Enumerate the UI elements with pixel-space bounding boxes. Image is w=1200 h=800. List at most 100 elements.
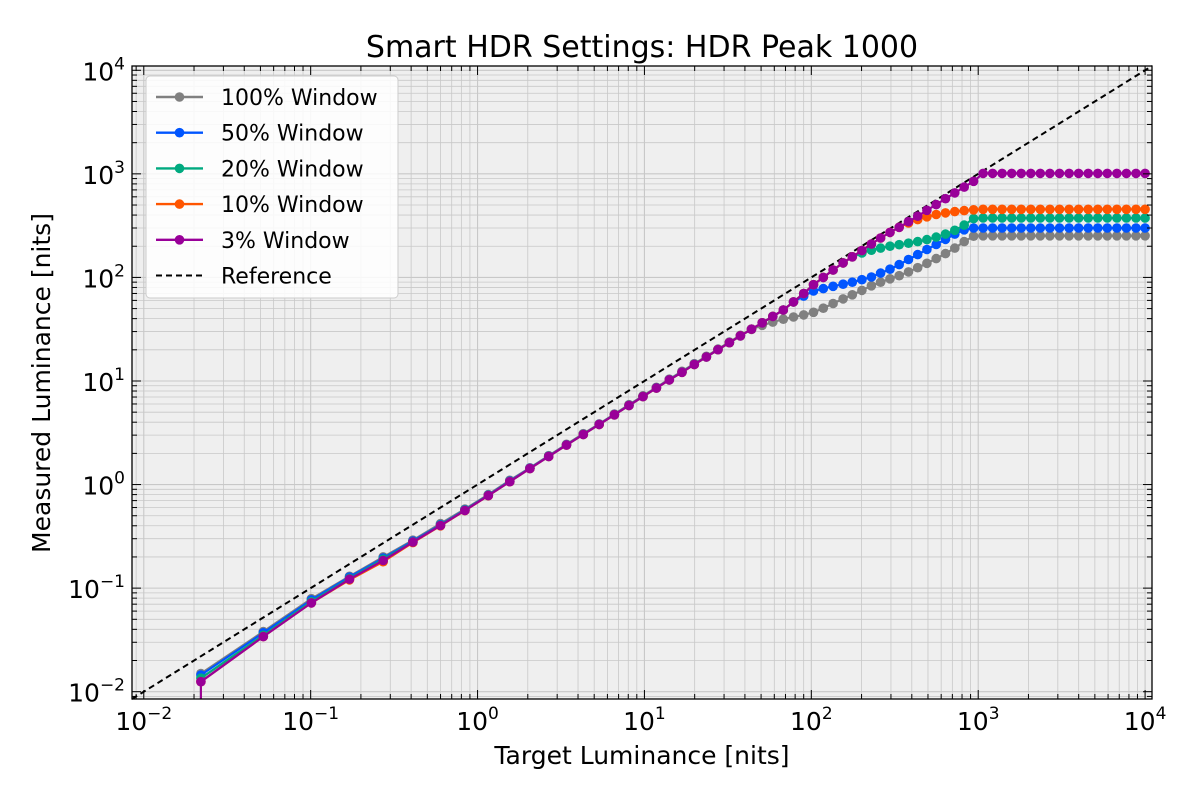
series-point (664, 375, 675, 385)
series-point (847, 277, 858, 288)
series-point (968, 176, 979, 187)
series-point (1064, 231, 1074, 241)
series-point (931, 253, 941, 264)
series-point (778, 305, 789, 315)
series-point (1045, 204, 1055, 215)
series-point (638, 391, 648, 402)
series-point (798, 288, 809, 299)
series-point (1112, 168, 1122, 179)
series-point (931, 239, 941, 250)
x-axis-title: Target Luminance [nits] (493, 741, 789, 770)
series-point (997, 168, 1007, 179)
series-point (435, 520, 446, 531)
series-point (1045, 168, 1055, 179)
series-point (987, 213, 998, 223)
series-point (894, 222, 904, 233)
series-point (735, 331, 746, 341)
series-point (997, 213, 1007, 223)
axis-tick-labels: 10−2 10−1 100 101 102 103 104 10−2 10−1 100 101 102… (68, 54, 1166, 736)
series-point (1026, 213, 1036, 223)
series-point (1140, 213, 1150, 223)
series-point (857, 245, 867, 256)
series-point (306, 598, 317, 608)
legend-label: Reference (221, 265, 332, 290)
series-point (561, 440, 572, 450)
series-point (1006, 231, 1017, 241)
series-point (950, 188, 960, 198)
legend-label: 100% Window (221, 86, 378, 111)
series-point (1093, 168, 1103, 179)
series-point (903, 254, 914, 265)
series-point (788, 312, 799, 322)
series-point (1121, 213, 1132, 223)
series-point (1112, 204, 1122, 215)
x-tick-label: 10−2 (115, 704, 172, 736)
series-point (1026, 204, 1036, 215)
series-point (525, 463, 535, 474)
series-point (818, 303, 829, 314)
series-point (857, 274, 867, 285)
legend-entry: 50% Window (156, 122, 364, 147)
series-point (778, 314, 789, 325)
series-point (1064, 223, 1074, 233)
series-3-window (196, 168, 1150, 699)
series-point (885, 274, 895, 284)
series-point (866, 272, 877, 282)
series-point (1083, 231, 1093, 241)
series-point (838, 279, 848, 290)
series-point (950, 243, 960, 253)
series-point (894, 259, 904, 270)
series-point (894, 270, 904, 281)
series-point (885, 264, 895, 275)
series-point (1045, 223, 1055, 233)
series-point (1054, 231, 1065, 241)
series-point (987, 231, 998, 241)
series-point (959, 236, 969, 247)
series-point (788, 297, 799, 307)
series-point (1006, 223, 1017, 233)
series-point (922, 244, 932, 255)
series-point (940, 229, 951, 239)
series-point (1112, 223, 1122, 233)
series-point (1073, 204, 1084, 215)
series-point (1102, 231, 1113, 241)
series-point (1083, 204, 1093, 215)
series-point (624, 400, 634, 411)
legend-label: 50% Window (221, 122, 364, 147)
series-point (1073, 168, 1084, 179)
series-point (1140, 231, 1150, 241)
series-point (912, 236, 923, 247)
series-point (1102, 213, 1113, 223)
series-point (1121, 223, 1132, 233)
series-point (408, 537, 418, 547)
series-point (1131, 168, 1141, 179)
series-point (1131, 213, 1141, 223)
series-point (940, 208, 951, 218)
series-point (997, 204, 1007, 215)
legend-label: 10% Window (221, 193, 364, 218)
y-tick-label: 102 (82, 261, 125, 293)
series-point (959, 205, 969, 216)
series-point (1121, 204, 1132, 215)
series-point (1054, 168, 1065, 179)
series-point (950, 206, 960, 217)
x-tick-label: 104 (1124, 704, 1167, 736)
series-point (1131, 204, 1141, 215)
series-point (1073, 231, 1084, 241)
series-point (1093, 204, 1103, 215)
legend-marker (174, 92, 185, 102)
series-point (1093, 213, 1103, 223)
y-tick-label: 101 (82, 365, 125, 397)
x-tick-label: 103 (957, 704, 1000, 736)
series-point (885, 227, 895, 238)
y-tick-label: 103 (82, 158, 125, 190)
series-point (1112, 231, 1122, 241)
series-point (847, 251, 858, 262)
series-point (1131, 231, 1141, 241)
legend-entry: 3% Window (156, 229, 350, 254)
legend-entry: Reference (156, 265, 332, 290)
series-point (838, 294, 848, 304)
series-point (838, 258, 848, 268)
x-tick-label: 10−1 (282, 704, 339, 736)
series-point (1093, 223, 1103, 233)
